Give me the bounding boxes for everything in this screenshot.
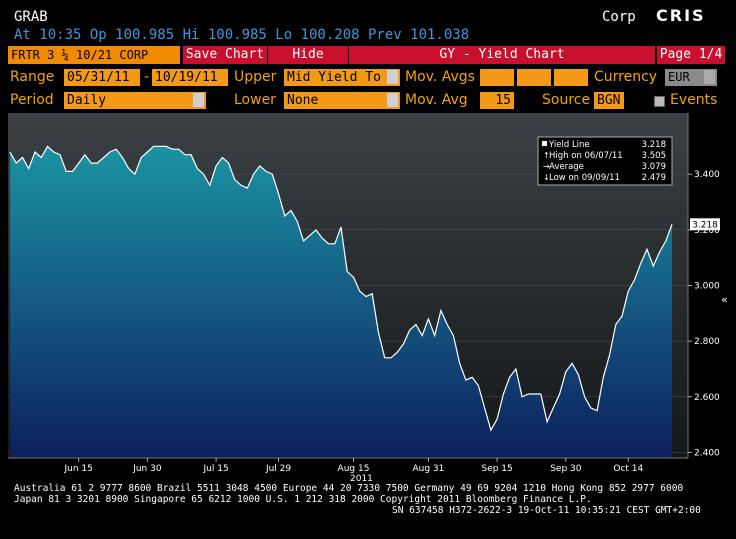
y-tick-label: 2.800 — [694, 337, 720, 347]
currency-value: EUR — [668, 70, 690, 84]
legend-yield-line-value: 3.218 — [642, 140, 666, 150]
period-value: Daily — [67, 93, 107, 108]
last-value-tag: 3.218 — [690, 218, 720, 231]
quote-line: At 10:35 Op 100.985 Hi 100.985 Lo 100.20… — [14, 27, 470, 43]
save-chart-button[interactable]: Save Chart — [183, 46, 268, 64]
upper-dropdown-icon[interactable] — [387, 70, 398, 84]
yield-line — [9, 145, 673, 432]
events-label: Events — [670, 92, 718, 108]
legend-average-arrow-icon: → — [543, 162, 550, 171]
x-tick-label: Jun 15 — [64, 464, 93, 474]
upper-select[interactable]: Mid Yield To M — [284, 69, 400, 86]
range-separator: - — [144, 69, 150, 85]
legend-high-arrow-icon: ↑ — [543, 151, 550, 160]
scroll-right-icon[interactable]: « — [721, 293, 728, 306]
legend-average-label: Average — [549, 162, 584, 172]
last-value-text: 3.218 — [692, 220, 718, 230]
terminal-logo: CRIS — [656, 6, 706, 25]
year-label: 2011 — [350, 474, 373, 484]
range-start-field[interactable]: 05/31/11 — [64, 69, 140, 86]
x-tick-label: Jun 30 — [132, 464, 162, 474]
currency-dropdown-icon[interactable] — [704, 70, 715, 84]
legend-high-value: 3.505 — [642, 151, 666, 161]
mov-avg-field[interactable]: 15 — [480, 92, 514, 109]
y-tick-label: 2.600 — [694, 393, 720, 403]
range-label: Range — [10, 69, 55, 85]
mov-avgs-field-3[interactable] — [554, 69, 588, 86]
save-chart-label: Save Chart — [185, 47, 265, 62]
currency-label: Currency — [594, 69, 658, 85]
currency-select[interactable]: EUR — [665, 69, 717, 86]
source-label: Source — [542, 92, 591, 108]
lower-value: None — [287, 93, 319, 108]
mov-avgs-field-2[interactable] — [517, 69, 551, 86]
x-tick-label: Aug 15 — [338, 464, 370, 474]
yield-area — [10, 146, 672, 458]
page-indicator[interactable]: Page 1/4 — [657, 46, 725, 64]
period-dropdown-icon[interactable] — [193, 93, 204, 107]
period-select[interactable]: Daily — [64, 92, 206, 109]
footer-contacts-2: Japan 81 3 3201 8900 Singapore 65 6212 1… — [14, 494, 592, 505]
x-tick-label: Sep 30 — [550, 464, 582, 474]
chart-title: GY - Yield Chart — [439, 47, 565, 62]
x-tick-label: Jul 15 — [203, 464, 229, 474]
events-checkbox[interactable] — [654, 96, 665, 107]
legend-low-arrow-icon: ↓ — [543, 173, 550, 182]
x-tick-label: Sep 15 — [481, 464, 512, 474]
legend-high-label: High on 06/07/11 — [549, 151, 623, 161]
chart-title-bar: GY - Yield Chart — [349, 46, 655, 64]
legend-yield-line-label: Yield Line — [548, 140, 590, 150]
upper-label: Upper — [234, 69, 277, 85]
period-label: Period — [10, 92, 54, 108]
y-tick-label: 3.000 — [694, 282, 720, 292]
legend-average-value: 3.079 — [642, 162, 666, 172]
upper-value: Mid Yield To M — [287, 70, 397, 85]
command-line: GRAB — [14, 9, 48, 25]
y-tick-label: 3.400 — [694, 170, 720, 180]
y-tick-label: 3.200 — [694, 226, 720, 236]
legend-low-label: Low on 09/09/11 — [549, 173, 620, 183]
footer-session: SN 637458 H372-2622-3 19-Oct-11 10:35:21… — [392, 505, 701, 516]
hide-label: Hide — [292, 47, 324, 62]
mov-avgs-field-1[interactable] — [480, 69, 514, 86]
y-tick-label: 2.400 — [694, 448, 720, 458]
mov-avg-label: Mov. Avg — [405, 92, 468, 108]
security-field[interactable]: FRTR 3 ¼ 10/21 CORP — [8, 46, 180, 64]
hide-button[interactable]: Hide — [268, 46, 348, 64]
x-tick-label: Jul 29 — [265, 464, 291, 474]
market-label: Corp — [602, 9, 636, 25]
chart-legend: Yield Line 3.218 ↑ High on 06/07/11 3.50… — [537, 136, 673, 186]
lower-dropdown-icon[interactable] — [387, 93, 398, 107]
x-tick-label: Oct 14 — [613, 464, 643, 474]
mov-avgs-label: Mov. Avgs — [405, 69, 475, 85]
lower-select[interactable]: None — [284, 92, 400, 109]
footer-contacts-1: Australia 61 2 9777 8600 Brazil 5511 304… — [14, 483, 684, 494]
source-field[interactable]: BGN — [594, 92, 624, 109]
legend-low-value: 2.479 — [642, 173, 666, 183]
page-label: Page 1/4 — [659, 47, 723, 62]
x-tick-label: Aug 31 — [412, 464, 444, 474]
security-label: FRTR 3 ¼ 10/21 CORP — [11, 48, 149, 62]
lower-label: Lower — [234, 92, 276, 108]
yield-chart: 3.400 3.200 3.000 2.800 2.600 2.400 Jun 15 Jun… — [8, 113, 728, 484]
range-end-field[interactable]: 10/19/11 — [152, 69, 228, 86]
